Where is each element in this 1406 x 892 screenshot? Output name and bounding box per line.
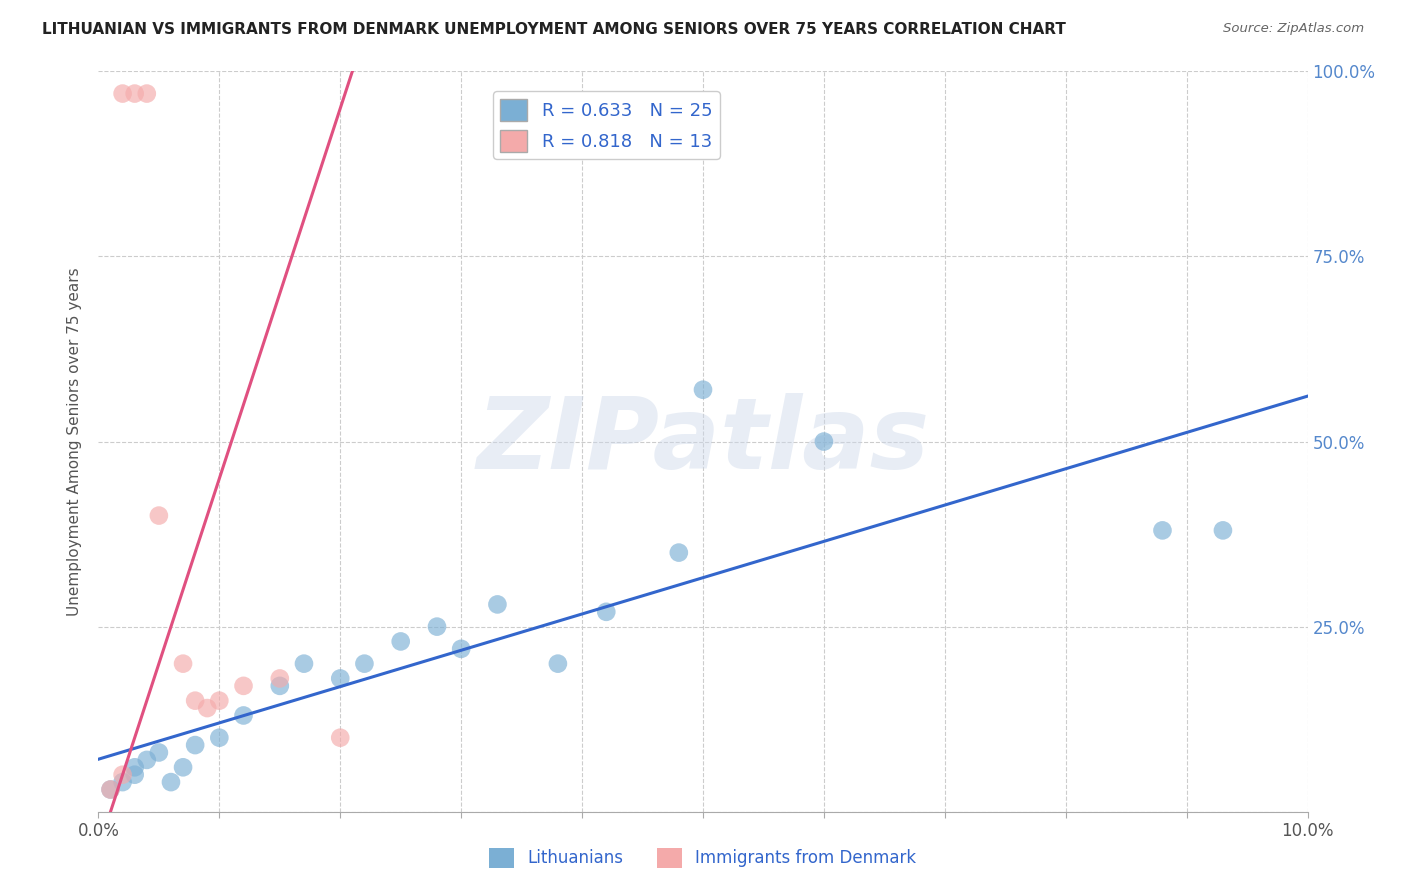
- Point: [208, 694, 231, 708]
- Point: [135, 87, 157, 101]
- Point: [135, 753, 157, 767]
- Text: ZIPatlas: ZIPatlas: [477, 393, 929, 490]
- Point: [111, 767, 134, 781]
- Point: [1152, 524, 1174, 538]
- Point: [208, 731, 231, 745]
- Point: [184, 694, 207, 708]
- Point: [111, 775, 134, 789]
- Point: [124, 767, 146, 781]
- Point: [595, 605, 617, 619]
- Legend: Lithuanians, Immigrants from Denmark: Lithuanians, Immigrants from Denmark: [482, 841, 924, 875]
- Point: [269, 672, 291, 686]
- Point: [353, 657, 375, 671]
- Text: Source: ZipAtlas.com: Source: ZipAtlas.com: [1223, 22, 1364, 36]
- Point: [195, 701, 218, 715]
- Point: [292, 657, 315, 671]
- Y-axis label: Unemployment Among Seniors over 75 years: Unemployment Among Seniors over 75 years: [67, 268, 83, 615]
- Point: [124, 760, 146, 774]
- Point: [668, 546, 690, 560]
- Point: [148, 746, 170, 760]
- Point: [389, 634, 412, 648]
- Point: [184, 738, 207, 752]
- Point: [100, 782, 122, 797]
- Text: LITHUANIAN VS IMMIGRANTS FROM DENMARK UNEMPLOYMENT AMONG SENIORS OVER 75 YEARS C: LITHUANIAN VS IMMIGRANTS FROM DENMARK UN…: [42, 22, 1066, 37]
- Point: [269, 679, 291, 693]
- Point: [486, 598, 509, 612]
- Point: [426, 619, 449, 633]
- Point: [329, 731, 352, 745]
- Point: [1212, 524, 1234, 538]
- Point: [124, 87, 146, 101]
- Point: [692, 383, 714, 397]
- Point: [148, 508, 170, 523]
- Point: [232, 708, 254, 723]
- Point: [813, 434, 835, 449]
- Point: [547, 657, 569, 671]
- Point: [100, 782, 122, 797]
- Point: [172, 657, 194, 671]
- Point: [172, 760, 194, 774]
- Point: [450, 641, 472, 656]
- Legend: R = 0.633   N = 25, R = 0.818   N = 13: R = 0.633 N = 25, R = 0.818 N = 13: [494, 92, 720, 159]
- Point: [160, 775, 183, 789]
- Point: [232, 679, 254, 693]
- Point: [111, 87, 134, 101]
- Point: [329, 672, 352, 686]
